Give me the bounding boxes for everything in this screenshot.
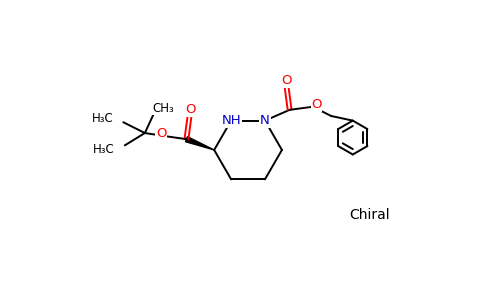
Text: NH: NH — [221, 114, 241, 127]
Polygon shape — [185, 137, 214, 150]
Text: O: O — [156, 127, 166, 140]
Text: CH₃: CH₃ — [152, 102, 174, 115]
Text: Chiral: Chiral — [349, 208, 390, 222]
Text: O: O — [281, 74, 292, 87]
Text: H₃C: H₃C — [91, 112, 113, 125]
Text: N: N — [260, 114, 270, 127]
Text: H₃C: H₃C — [93, 143, 115, 156]
Text: O: O — [311, 98, 322, 111]
Text: O: O — [185, 103, 196, 116]
